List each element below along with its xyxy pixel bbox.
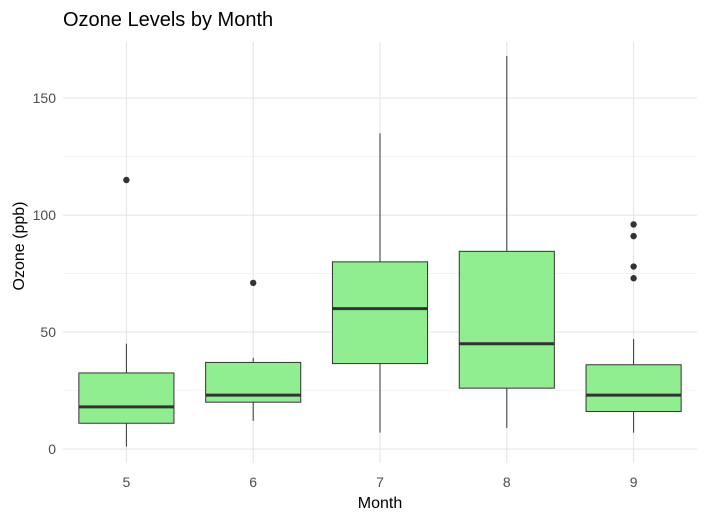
box-8 (458, 56, 555, 428)
box-iqr (585, 364, 682, 413)
outlier-point (630, 232, 637, 240)
y-tick-label: 0 (48, 441, 56, 457)
y-tick-label: 100 (33, 207, 57, 223)
outlier-point (123, 176, 130, 184)
box-6 (205, 279, 302, 421)
outlier-point (630, 263, 637, 270)
box-layer (78, 56, 682, 447)
box-iqr (78, 372, 175, 424)
outlier-point (250, 279, 257, 287)
box-iqr (331, 261, 429, 365)
outlier-point (630, 221, 637, 228)
chart-title: Ozone Levels by Month (63, 9, 273, 31)
x-tick-label: 7 (376, 474, 384, 490)
box-7 (331, 133, 429, 433)
y-tick-label: 150 (33, 90, 57, 106)
y-tick-label: 50 (40, 324, 56, 340)
box-iqr (458, 250, 555, 389)
x-axis-title: Month (358, 495, 402, 512)
x-tick-label: 8 (503, 474, 511, 490)
box-9 (585, 221, 682, 433)
outlier-point (630, 275, 637, 282)
y-axis-title: Ozone (ppb) (11, 202, 28, 291)
axis-layer: 0 50 100 150 5 6 7 8 9 (33, 90, 638, 490)
x-tick-label: 5 (123, 474, 131, 490)
x-tick-label: 6 (249, 474, 257, 490)
x-tick-label: 9 (630, 474, 638, 490)
box-5 (78, 176, 175, 447)
